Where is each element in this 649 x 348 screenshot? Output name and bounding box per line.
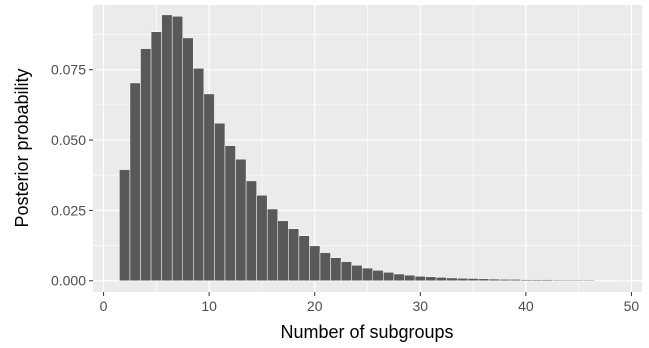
y-axis-title: Posterior probability [12,68,32,227]
x-tick-label: 20 [307,298,323,314]
bar [615,279,627,281]
bar [488,278,500,281]
bar [393,273,405,281]
bar [562,279,574,281]
bar [446,277,458,281]
bar [171,16,183,281]
bar [193,68,205,281]
bar [288,228,300,281]
bar [404,274,416,281]
bar [309,245,321,281]
bar [478,278,490,281]
bar [129,82,141,281]
bar [182,37,194,281]
bar [509,279,521,281]
y-tick-label: 0.000 [51,273,86,289]
bar [330,257,342,281]
bar-series [119,14,627,281]
bar [119,169,131,281]
bar [224,145,236,281]
bar [530,279,542,281]
bar [351,265,363,281]
x-axis-title: Number of subgroups [280,322,453,342]
bar [541,279,553,281]
y-tick-label: 0.075 [51,62,86,78]
bar [245,180,257,281]
bar [414,275,426,281]
bar [235,158,247,281]
x-tick-label: 0 [100,298,108,314]
x-axis: 0 10 20 30 40 50 [100,292,640,314]
bar [340,261,352,281]
bar [150,31,162,281]
y-tick-label: 0.025 [51,202,86,218]
bar [214,122,226,281]
bar [203,93,215,281]
bar [372,270,384,281]
x-tick-label: 30 [412,298,428,314]
bar [277,220,289,281]
bar [256,194,268,281]
bar [467,278,479,281]
bar [298,235,310,281]
x-tick-label: 40 [518,298,534,314]
bar [594,279,606,281]
bar [140,48,152,281]
bar [383,272,395,281]
y-axis: 0.000 0.025 0.050 0.075 [51,62,93,289]
bar [435,277,447,281]
bar [583,279,595,281]
bar [573,279,585,281]
y-tick-label: 0.050 [51,132,86,148]
bar [552,279,564,281]
bar [319,252,331,281]
x-tick-label: 10 [201,298,217,314]
bar [456,277,469,281]
x-tick-label: 50 [624,298,640,314]
bar [425,276,437,281]
bar [161,14,173,281]
bar [361,267,374,281]
bar [499,279,511,281]
bar [266,208,279,281]
bar [604,279,616,281]
bar [520,279,532,281]
